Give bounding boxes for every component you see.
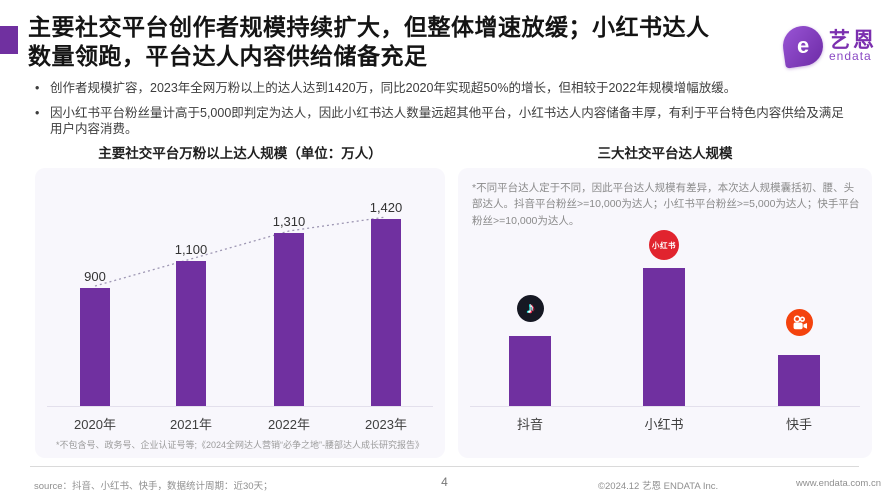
left-chart-footnote: *不包含号、政务号、企业认证号等;《2024全网达人营销“必争之地”-腰部达人成… bbox=[55, 440, 425, 450]
value-label-2020: 900 bbox=[84, 269, 106, 284]
bullet-item: 因小红书平台粉丝量计高于5,000即判定为达人，因此小红书达人数量远超其他平台，… bbox=[32, 105, 844, 137]
bar-2020 bbox=[80, 288, 110, 407]
bar-xiaohongshu bbox=[643, 268, 685, 407]
bar-2021 bbox=[176, 261, 206, 407]
video-camera-icon bbox=[793, 315, 808, 330]
right-chart-panel: *不同平台达人定于不同，因此平台达人规模有差异，本次达人规模囊括初、腰、头部达人… bbox=[458, 168, 872, 458]
logo-brand-en: endata bbox=[829, 48, 872, 63]
summary-bullets: 创作者规模扩容，2023年全网万粉以上的达人达到1420万，同比2020年实现超… bbox=[32, 80, 844, 146]
value-label-2023: 1,420 bbox=[369, 200, 403, 215]
right-chart-title: 三大社交平台达人规模 bbox=[597, 146, 733, 161]
axis-category-label: 2022年 bbox=[268, 417, 310, 432]
page-title: 主要社交平台创作者规模持续扩大，但整体增速放缓；小红书达人 数量领跑，平台达人内容… bbox=[28, 13, 778, 71]
axis-category-label: 2020年 bbox=[74, 417, 116, 432]
footer-website: www.endata.com.cn bbox=[795, 478, 881, 489]
footer-copyright: ©2024.12 艺恩 ENDATA Inc. bbox=[598, 481, 719, 492]
page-title-line1: 主要社交平台创作者规模持续扩大，但整体增速放缓；小红书达人 bbox=[28, 14, 710, 40]
axis-category-label: 抖音 bbox=[516, 417, 543, 432]
footer-source: source：抖音、小红书、快手，数据统计周期：近30天； bbox=[34, 481, 273, 492]
axis-category-label: 小红书 bbox=[644, 417, 684, 432]
value-label-2021: 1,100 bbox=[174, 242, 208, 257]
logo-brand-cn: 艺恩 bbox=[829, 28, 877, 52]
x-axis-line bbox=[470, 406, 860, 407]
page-title-line2: 数量领跑，平台达人内容供给储备充足 bbox=[28, 43, 428, 69]
title-accent-bar bbox=[0, 26, 18, 54]
endata-logo: e 艺恩 endata bbox=[780, 23, 877, 69]
xiaohongshu-icon-label: 小红书 bbox=[652, 240, 676, 250]
axis-category-label: 快手 bbox=[785, 417, 812, 432]
bar-kuaishou bbox=[778, 355, 820, 407]
logo-text: 艺恩 endata bbox=[829, 28, 877, 63]
left-chart-title: 主要社交平台万粉以上达人规模（单位：万人） bbox=[98, 146, 382, 161]
left-chart-panel: 900 1,100 1,310 1,420 2020年 2021年 2022年 … bbox=[35, 168, 445, 458]
kuaishou-icon bbox=[786, 309, 813, 336]
x-axis-line bbox=[47, 406, 433, 407]
douyin-icon: ♪ bbox=[517, 295, 544, 322]
page-number: 4 bbox=[441, 475, 448, 489]
value-label-2022: 1,310 bbox=[272, 214, 306, 229]
bar-douyin bbox=[509, 336, 551, 407]
axis-category-label: 2023年 bbox=[365, 417, 407, 432]
axis-category-label: 2021年 bbox=[170, 417, 212, 432]
logo-monogram: e bbox=[796, 33, 810, 58]
footer-divider bbox=[30, 466, 859, 467]
bar-2023 bbox=[371, 219, 401, 407]
endata-logo-icon: e bbox=[780, 23, 826, 69]
right-chart-annotation: *不同平台达人定于不同，因此平台达人规模有差异，本次达人规模囊括初、腰、头部达人… bbox=[472, 182, 860, 227]
bullet-item: 创作者规模扩容，2023年全网万粉以上的达人达到1420万，同比2020年实现超… bbox=[32, 80, 844, 96]
xiaohongshu-icon: 小红书 bbox=[649, 230, 679, 260]
music-note-icon: ♪ bbox=[526, 299, 535, 317]
bar-2022 bbox=[274, 233, 304, 407]
